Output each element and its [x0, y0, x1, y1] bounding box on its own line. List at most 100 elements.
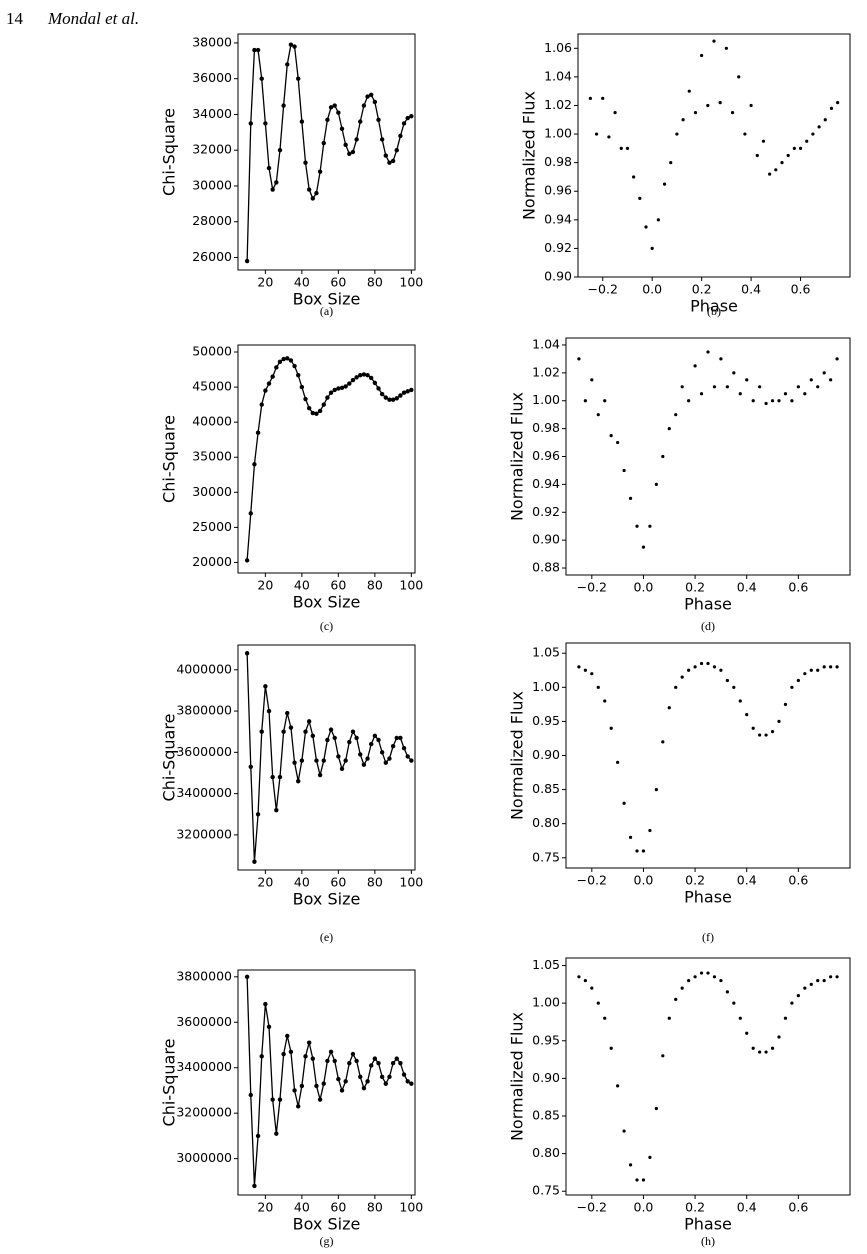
data-point — [306, 1040, 312, 1045]
y-tick-label: 3000000 — [176, 1150, 232, 1165]
x-axis-label: Phase — [684, 1215, 732, 1234]
plot-frame — [237, 344, 416, 574]
data-point — [296, 1104, 301, 1109]
data-point — [336, 754, 341, 759]
data-point — [796, 385, 800, 389]
data-point — [383, 1081, 389, 1086]
data-point — [712, 39, 716, 43]
data-point — [817, 125, 821, 129]
data-point — [270, 774, 275, 780]
x-axis-label: Box Size — [293, 890, 361, 909]
data-point — [401, 121, 407, 126]
data-point — [809, 378, 813, 382]
x-tick-label: 20 — [257, 1200, 273, 1215]
data-point — [270, 1097, 275, 1102]
data-point — [712, 975, 717, 979]
data-point — [248, 1092, 253, 1098]
data-point — [299, 1083, 305, 1089]
y-tick-label: 3800000 — [176, 703, 232, 718]
data-point — [314, 758, 319, 763]
data-point — [699, 392, 704, 396]
y-tick-label: 3400000 — [176, 785, 232, 800]
data-point — [577, 665, 581, 669]
data-point — [405, 115, 410, 121]
data-point — [738, 392, 742, 396]
plot-frame — [237, 969, 416, 1196]
data-point — [394, 735, 399, 741]
data-line — [246, 976, 412, 1186]
y-tick-label: 1.04 — [532, 336, 560, 351]
data-point — [252, 462, 257, 467]
x-tick-label: 0.6 — [791, 282, 811, 297]
x-tick-label: 80 — [367, 875, 383, 890]
data-point — [285, 62, 290, 67]
data-point — [674, 685, 678, 689]
x-tick-label: 100 — [399, 578, 423, 593]
data-point — [303, 396, 308, 402]
x-tick-label: 40 — [294, 275, 310, 290]
data-point — [835, 975, 839, 979]
data-point — [358, 372, 363, 378]
caption: (d) — [701, 619, 715, 633]
data-point — [296, 76, 301, 81]
data-point — [654, 787, 658, 792]
x-tick-label: 0.4 — [737, 1200, 757, 1215]
data-line — [246, 43, 412, 262]
y-tick-label: 45000 — [192, 379, 232, 394]
x-tick-label: 100 — [399, 1200, 423, 1215]
data-point — [680, 986, 684, 990]
data-point — [387, 397, 392, 402]
data-point — [609, 1046, 613, 1050]
data-point — [343, 1079, 348, 1084]
x-tick-label: 40 — [294, 875, 310, 890]
chart: 20 40 60 80 100 3200000 3400000 3600000 3800000 4… — [160, 644, 423, 944]
data-point — [409, 114, 414, 119]
data-point — [266, 165, 272, 171]
data-point — [625, 146, 630, 150]
data-point — [277, 774, 283, 780]
x-tick-label: 0.0 — [634, 1200, 654, 1215]
data-point — [796, 994, 800, 998]
y-tick-label: 3200000 — [176, 826, 232, 841]
data-point — [285, 356, 290, 361]
data-point — [252, 859, 257, 864]
data-point — [336, 1076, 341, 1082]
data-point — [409, 758, 414, 763]
x-axis-label: Box Size — [293, 1215, 361, 1234]
data-point — [699, 661, 704, 666]
data-point — [609, 433, 613, 438]
data-point — [390, 1060, 396, 1066]
y-tick-label: 0.98 — [532, 420, 560, 435]
data-point — [822, 371, 826, 375]
data-point — [409, 1081, 414, 1086]
data-point — [790, 399, 794, 403]
data-point — [277, 148, 283, 153]
y-tick-label: 1.02 — [532, 364, 560, 379]
data-point — [317, 1097, 323, 1102]
data-point — [277, 1097, 283, 1102]
data-point — [622, 1129, 626, 1133]
data-point — [299, 384, 305, 390]
data-point — [259, 729, 264, 734]
data-point — [745, 712, 749, 717]
data-point — [749, 103, 753, 108]
x-tick-label: 100 — [399, 275, 423, 290]
data-point — [693, 364, 697, 368]
data-point — [601, 96, 605, 100]
data-point — [292, 44, 297, 49]
data-point — [398, 735, 403, 741]
data-point — [706, 971, 710, 975]
data-point — [306, 719, 312, 724]
data-point — [656, 218, 660, 222]
x-tick-label: 0.2 — [692, 282, 712, 297]
y-tick-label: 3400000 — [176, 1059, 232, 1074]
x-tick-label: −0.2 — [588, 282, 618, 297]
x-tick-label: 0.6 — [788, 580, 808, 595]
data-point — [780, 161, 784, 165]
data-point — [358, 752, 363, 757]
y-tick-label: 0.90 — [532, 532, 560, 547]
data-point — [332, 387, 337, 393]
data-point — [725, 385, 729, 389]
y-tick-label: 0.94 — [544, 211, 572, 226]
data-point — [358, 1074, 363, 1080]
